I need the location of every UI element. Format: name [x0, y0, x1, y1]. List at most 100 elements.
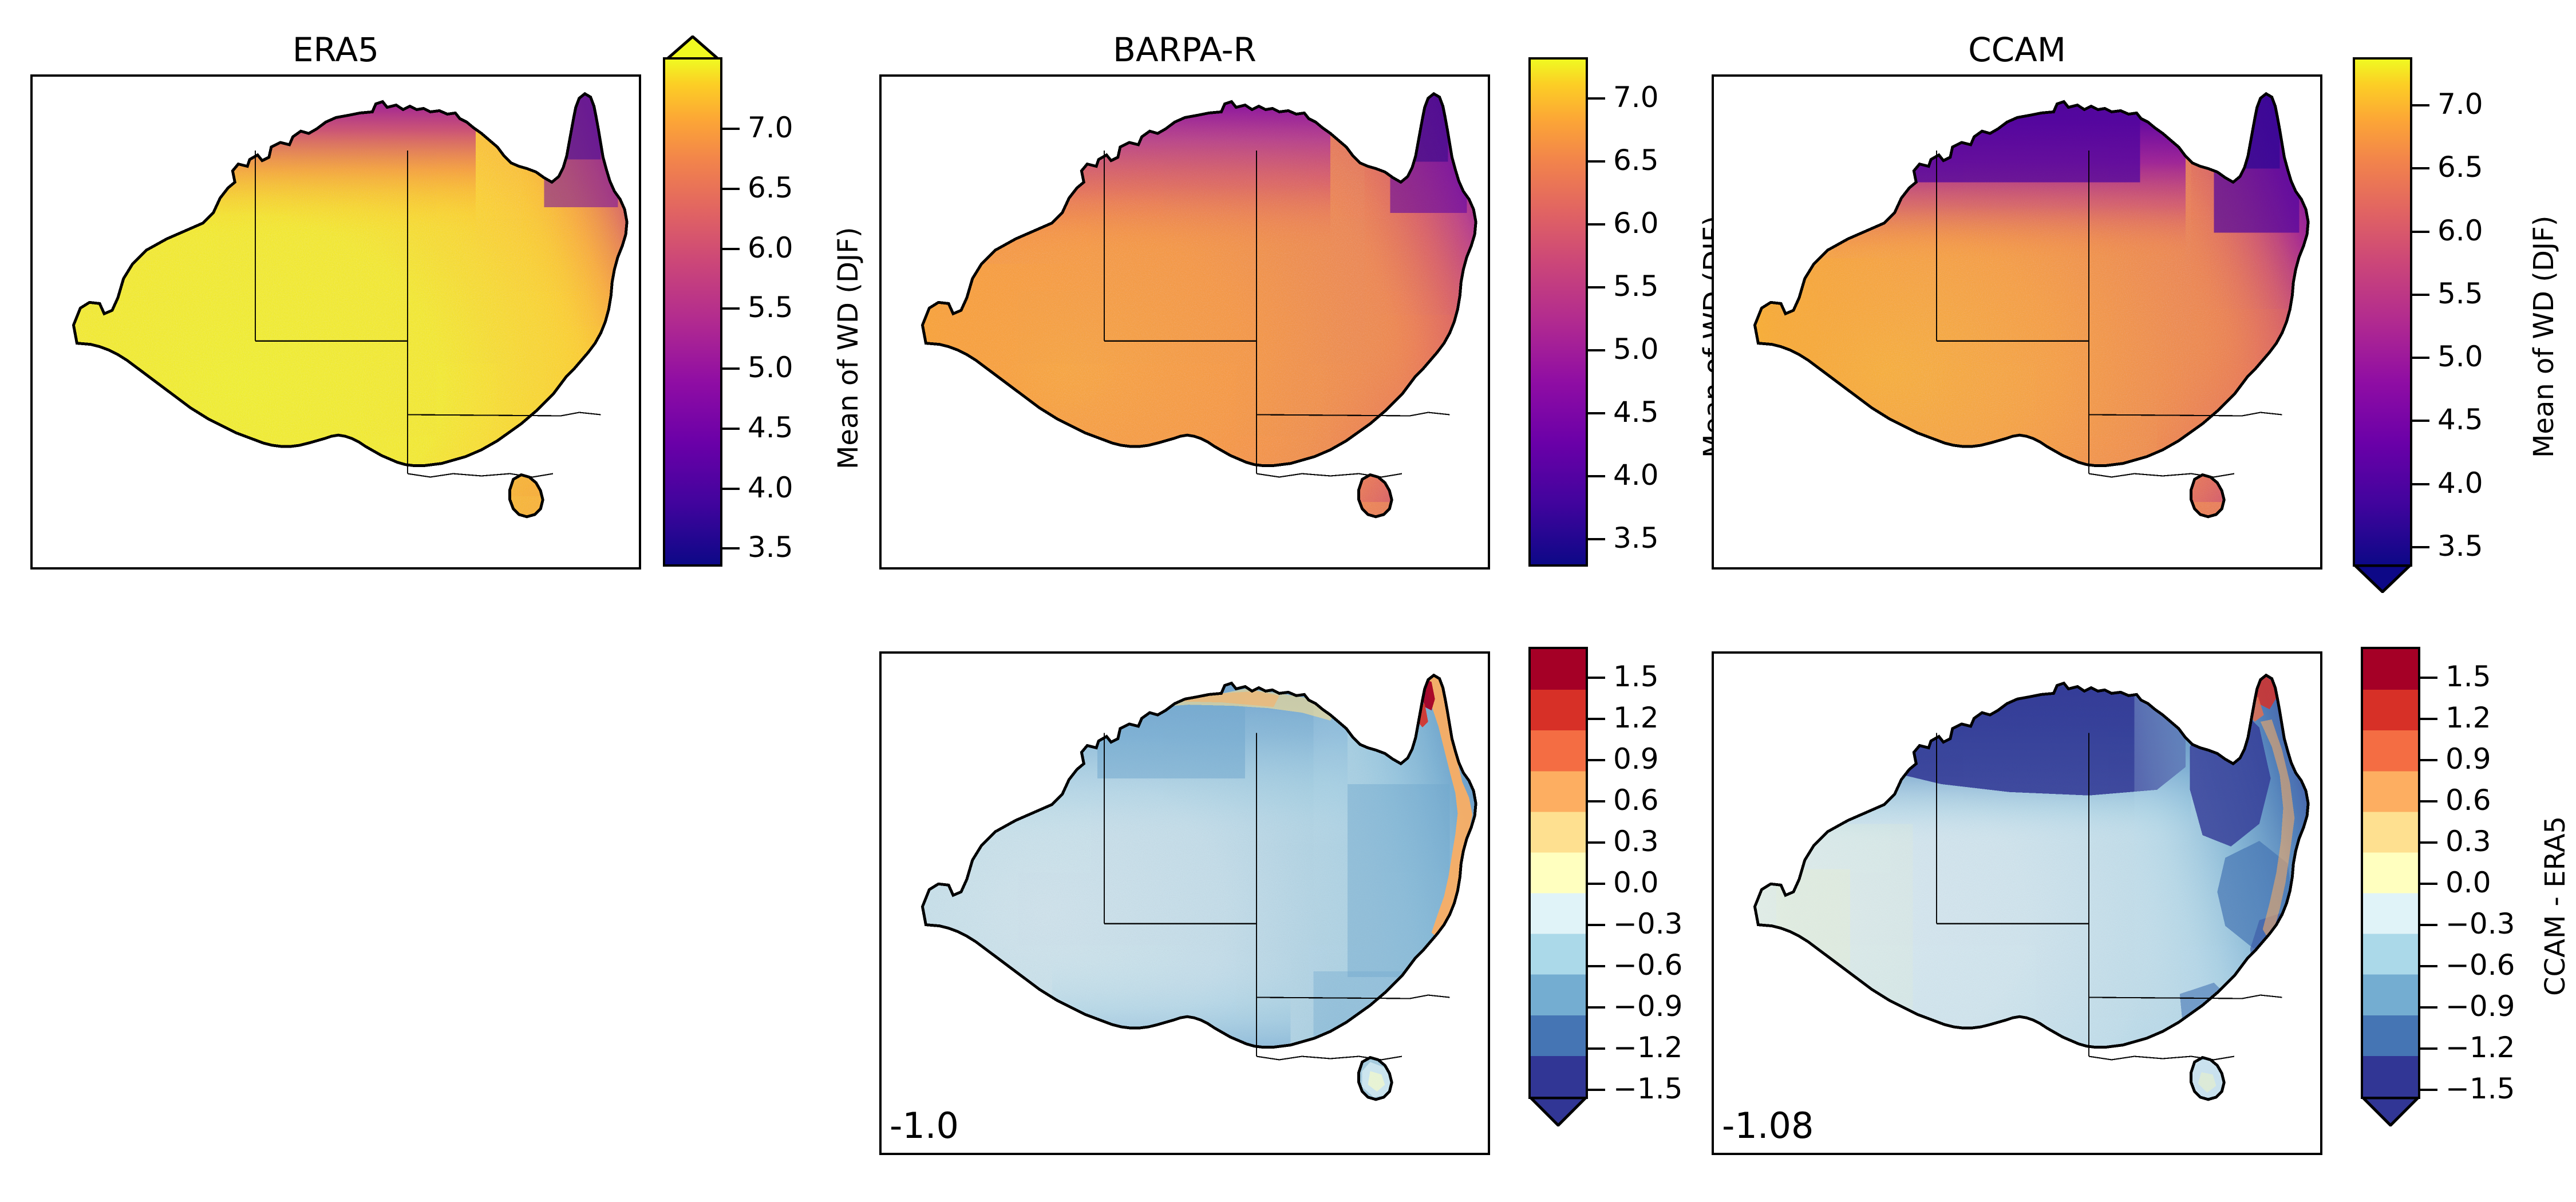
colorbar-tick-label: 4.5 [748, 411, 793, 444]
colorbar-extend-arrow-min [2353, 564, 2412, 593]
map-barpa-r [882, 77, 1488, 567]
colorbar-tick-label: 3.5 [2437, 529, 2483, 563]
colorbar-tick-label: 5.0 [1613, 333, 1659, 366]
colorbar-tick-label: 7.0 [748, 111, 793, 144]
colorbar-tick-label: 0.9 [2445, 742, 2491, 776]
colorbar-tick [2420, 841, 2437, 844]
colorbar-tick-label: 1.5 [2445, 660, 2491, 693]
colorbar-era5: 7.0 6.5 6.0 5.5 5.0 4.5 4.0 3.5 Mean of … [663, 35, 864, 584]
colorbar-gradient-era5 [663, 57, 722, 567]
panel-title-barpa-r: BARPA-R [1113, 30, 1257, 69]
map-ccam-diff [1714, 654, 2320, 1153]
colorbar-tick [2412, 483, 2429, 485]
colorbar-tick [1588, 841, 1605, 844]
colorbar-tick [2412, 167, 2429, 169]
colorbar-tick [2412, 231, 2429, 233]
map-era5 [33, 77, 639, 567]
colorbar-tick-label: −0.9 [2445, 990, 2515, 1023]
colorbar-tick [1588, 759, 1605, 761]
colorbar-tick-label: −1.5 [2445, 1072, 2515, 1105]
colorbar-tick [1588, 160, 1605, 163]
colorbar-tick-label: −1.2 [1613, 1031, 1683, 1064]
colorbar-axis-label: CCAM - ERA5 [2539, 816, 2571, 996]
colorbar-tick [2412, 546, 2429, 548]
colorbar-tick [722, 488, 740, 490]
colorbar-tick-label: 7.0 [2437, 88, 2483, 121]
map-panel-ccam [1712, 74, 2322, 570]
colorbar-tick-label: −0.3 [2445, 907, 2515, 940]
map-panel-era5 [30, 74, 641, 570]
colorbar-gradient-barpa-r [1528, 57, 1588, 567]
colorbar-tick [1588, 223, 1605, 226]
colorbar-tick [1588, 1006, 1605, 1009]
colorbar-tick [2420, 883, 2437, 885]
map-panel-barpa-r [879, 74, 1490, 570]
panel-annotation-ccam-diff: -1.08 [1722, 1105, 1814, 1146]
colorbar-tick [722, 307, 740, 310]
colorbar-tick-label: 5.5 [1613, 270, 1659, 303]
colorbar-tick [722, 367, 740, 370]
panel-title-era5: ERA5 [292, 30, 380, 69]
colorbar-tick-label: 3.5 [1613, 521, 1659, 555]
colorbar-tick-label: 4.0 [1613, 458, 1659, 492]
colorbar-tick [1588, 800, 1605, 802]
colorbar-tick [1588, 883, 1605, 885]
colorbar-tick [1588, 1089, 1605, 1091]
colorbar-tick-label: 4.0 [2437, 466, 2483, 500]
colorbar-tick [1588, 97, 1605, 100]
colorbar-tick [1588, 475, 1605, 477]
colorbar-tick-label: −0.3 [1613, 907, 1683, 940]
colorbar-tick [722, 188, 740, 190]
colorbar-extend-arrow-min [1528, 1097, 1588, 1126]
colorbar-tick-label: 0.6 [2445, 784, 2491, 817]
map-barpa-r-diff [882, 654, 1488, 1153]
colorbar-tick [722, 248, 740, 250]
panel-title-ccam: CCAM [1968, 30, 2066, 69]
colorbar-tick-label: −0.6 [2445, 948, 2515, 982]
colorbar-tick [2420, 1047, 2437, 1050]
colorbar-tick [2420, 924, 2437, 926]
colorbar-tick [2412, 357, 2429, 359]
colorbar-tick-label: 1.5 [1613, 660, 1659, 693]
colorbar-tick-label: 4.5 [1613, 396, 1659, 429]
colorbar-tick-label: 5.5 [2437, 277, 2483, 310]
colorbar-tick [1588, 349, 1605, 351]
colorbar-tick [1588, 718, 1605, 720]
colorbar-tick-label: 6.0 [748, 231, 793, 264]
colorbar-tick [1588, 677, 1605, 679]
colorbar-tick [722, 428, 740, 430]
colorbar-extend-arrow-min [2361, 1097, 2420, 1126]
colorbar-tick-label: 0.0 [2445, 866, 2491, 899]
colorbar-tick-label: 1.2 [2445, 701, 2491, 734]
colorbar-tick [1588, 965, 1605, 967]
colorbar-tick [2412, 104, 2429, 106]
colorbar-tick [722, 547, 740, 549]
colorbar-bands-ccam-diff [2361, 647, 2420, 1099]
colorbar-tick-label: 5.0 [2437, 340, 2483, 373]
colorbar-tick [2420, 1089, 2437, 1091]
colorbar-axis-label: Mean of WD (DJF) [2528, 215, 2560, 458]
colorbar-barpa-r: 7.0 6.5 6.0 5.5 5.0 4.5 4.0 3.5 Mean of … [1528, 57, 1730, 584]
colorbar-tick-label: 5.5 [748, 291, 793, 324]
colorbar-tick [2420, 718, 2437, 720]
colorbar-tick [1588, 538, 1605, 540]
colorbar-tick-label: 0.6 [1613, 784, 1659, 817]
colorbar-tick-label: −1.2 [2445, 1031, 2515, 1064]
colorbar-tick-label: −0.6 [1613, 948, 1683, 982]
map-ccam [1714, 77, 2320, 567]
colorbar-barpa-r-diff: 1.5 1.2 0.9 0.6 0.3 0.0 −0.3 −0.6 −0.9 −… [1528, 647, 1739, 1162]
colorbar-bands-barpa-r-diff [1528, 647, 1588, 1099]
colorbar-tick [722, 128, 740, 130]
colorbar-tick [2420, 965, 2437, 967]
colorbar-tick-label: 7.0 [1613, 81, 1659, 114]
colorbar-tick-label: −1.5 [1613, 1072, 1683, 1105]
colorbar-tick-label: 6.5 [2437, 151, 2483, 184]
colorbar-tick [2412, 294, 2429, 296]
colorbar-tick [1588, 412, 1605, 414]
colorbar-tick [2420, 800, 2437, 802]
colorbar-tick-label: 6.0 [2437, 214, 2483, 247]
colorbar-tick [2412, 420, 2429, 422]
colorbar-tick [2420, 759, 2437, 761]
map-panel-barpa-r-diff: -1.0 [879, 651, 1490, 1155]
colorbar-tick-label: 1.2 [1613, 701, 1659, 734]
